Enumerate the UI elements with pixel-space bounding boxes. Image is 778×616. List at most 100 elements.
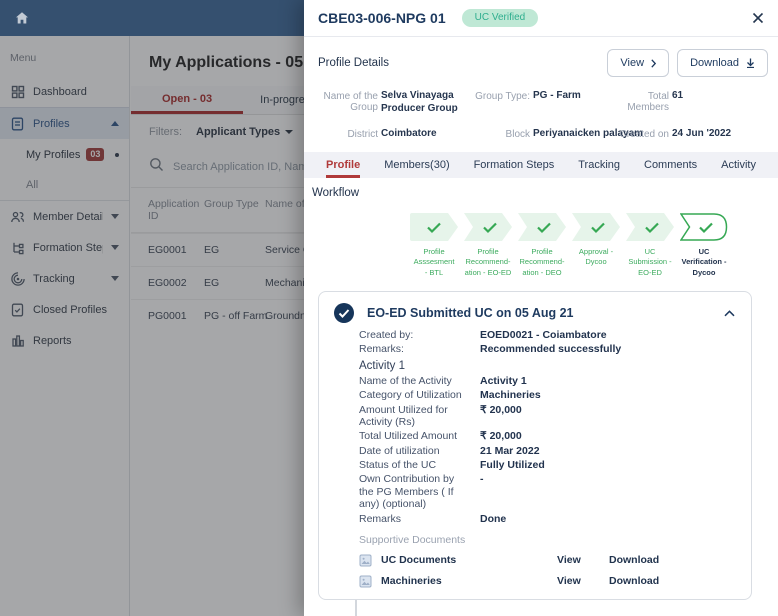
- view-link[interactable]: View: [557, 554, 581, 567]
- total-members-label: Total Members: [627, 91, 669, 113]
- workflow-step-approval-dycoo: Approval - Dycoo: [570, 212, 622, 279]
- sidebar-item-label: Reports: [33, 334, 72, 347]
- modal-dim-overlay: [0, 36, 304, 616]
- download-button-label: Download: [690, 57, 739, 69]
- chevron-up-icon: [111, 121, 119, 126]
- workflow-chevron-current-icon: [680, 212, 728, 241]
- view-link[interactable]: View: [557, 575, 581, 588]
- field-label: Status of the UC: [359, 459, 437, 471]
- sidebar-item-member-details[interactable]: Member Details: [0, 201, 129, 232]
- tab-profile[interactable]: Profile: [326, 152, 361, 178]
- sidebar-item-label: Formation Steps: [33, 241, 103, 254]
- sidebar: Menu Dashboard Profiles My Profiles 03 A…: [0, 36, 130, 616]
- download-link[interactable]: Download: [609, 575, 660, 588]
- sidebar-item-tracking[interactable]: Tracking: [0, 263, 129, 294]
- cell-application-id: EG0002: [148, 277, 187, 289]
- field-label: Created by:: [359, 329, 414, 341]
- cell-group-type: EG: [204, 244, 220, 256]
- tab-tracking[interactable]: Tracking: [578, 158, 621, 171]
- field-value: ₹ 20,000: [480, 430, 522, 443]
- workflow-step-profile-assessment: Profile Asssesment - BTL: [408, 212, 460, 279]
- profile-details-grid: Name of the Group Selva Vinayaga Produce…: [304, 77, 778, 152]
- workflow-chevron-done-icon: [464, 212, 512, 241]
- group-name-value: Selva Vinayaga Producer Group: [381, 90, 458, 114]
- home-icon[interactable]: [12, 8, 32, 28]
- card-body: Created by: EOED0021 - Coiambatore Remark…: [359, 328, 737, 588]
- group-name-label: Name of the Group: [323, 91, 378, 113]
- workflow-chevron-done-icon: [410, 212, 458, 241]
- chevron-right-icon: [651, 58, 657, 68]
- document-icon: [359, 575, 372, 588]
- sidebar-item-closed-profiles[interactable]: Closed Profiles: [0, 294, 129, 325]
- active-dot-icon: [115, 152, 119, 157]
- menu-label: Menu: [10, 52, 37, 64]
- members-icon: [10, 209, 25, 224]
- close-icon[interactable]: [752, 12, 764, 24]
- applicant-types-dropdown[interactable]: Applicant Types: [196, 126, 294, 138]
- cell-application-id: EG0001: [148, 244, 187, 256]
- block-label: Block: [505, 129, 530, 140]
- document-row: UC Documents View Download: [359, 554, 737, 567]
- tab-activity[interactable]: Activity: [721, 158, 756, 171]
- workflow-chevron-done-icon: [518, 212, 566, 241]
- sidebar-item-reports[interactable]: Reports: [0, 325, 129, 356]
- sidebar-item-label: Tracking: [33, 272, 75, 285]
- closed-profiles-icon: [10, 302, 25, 317]
- tracking-icon: [10, 271, 25, 286]
- document-row: Machineries View Download: [359, 575, 737, 588]
- document-name: UC Documents: [381, 554, 457, 567]
- sidebar-item-all[interactable]: All: [0, 170, 129, 201]
- tab-comments[interactable]: Comments: [644, 158, 698, 171]
- cell-group-type: EG: [204, 277, 220, 289]
- card-title: EO-ED Submitted UC on 05 Aug 21: [367, 306, 574, 320]
- field-label: Category of Utilization: [359, 389, 462, 402]
- sidebar-item-my-profiles[interactable]: My Profiles 03: [0, 139, 129, 170]
- field-value: Fully Utilized: [480, 459, 545, 471]
- field-value: Recommended successfully: [480, 343, 622, 356]
- col-application-id: Application ID: [148, 198, 200, 222]
- tab-open[interactable]: Open - 03: [131, 86, 243, 114]
- field-value: ₹ 20,000: [480, 403, 522, 416]
- field-label: Remarks:: [359, 343, 404, 356]
- filters-label: Filters:: [149, 126, 182, 138]
- download-button[interactable]: Download: [677, 49, 768, 77]
- tab-formation-steps[interactable]: Formation Steps: [473, 158, 555, 171]
- tab-members[interactable]: Members(30): [384, 158, 450, 171]
- field-value: Activity 1: [480, 374, 527, 387]
- my-profiles-count-badge: 03: [86, 148, 105, 161]
- chevron-down-icon: [111, 245, 119, 250]
- sidebar-item-label: Member Details: [33, 210, 103, 223]
- created-on-label: Created on: [619, 129, 669, 140]
- field-label: Name of the Activity: [359, 374, 452, 387]
- search-icon: [149, 157, 164, 177]
- document-name: Machineries: [381, 575, 442, 588]
- cell-application-id: PG0001: [148, 310, 187, 322]
- sidebar-item-label: Closed Profiles: [33, 303, 107, 316]
- chevron-down-icon: [111, 276, 119, 281]
- drawer-title: CBE03-006-NPG 01: [318, 10, 446, 26]
- field-value: Machineries: [480, 389, 541, 402]
- view-button[interactable]: View: [607, 49, 670, 77]
- drawer-header: CBE03-006-NPG 01 UC Verified: [304, 0, 778, 37]
- block-value: Periyanaicken palayam: [533, 128, 644, 139]
- sidebar-item-label: My Profiles: [26, 148, 81, 161]
- document-icon: [359, 554, 372, 567]
- page-title: My Applications - 05: [149, 54, 304, 71]
- collapse-caret-icon[interactable]: [722, 308, 737, 319]
- formation-steps-icon: [10, 240, 25, 255]
- profiles-icon: [10, 116, 25, 131]
- dashboard-icon: [10, 84, 25, 99]
- workflow-step-recommendation-deo: Profile Recommend- ation - DEO: [516, 212, 568, 279]
- sidebar-item-dashboard[interactable]: Dashboard: [0, 76, 129, 107]
- total-members-value: 61: [672, 90, 684, 101]
- reports-icon: [10, 333, 25, 348]
- download-link[interactable]: Download: [609, 554, 660, 567]
- sidebar-item-profiles[interactable]: Profiles: [0, 107, 129, 139]
- chevron-down-icon: [111, 214, 119, 219]
- district-label: District: [347, 129, 378, 140]
- workflow-chevron-done-icon: [626, 212, 674, 241]
- sidebar-item-formation-steps[interactable]: Formation Steps: [0, 232, 129, 263]
- field-value: Done: [480, 512, 507, 525]
- applicant-types-label: Applicant Types: [196, 126, 281, 138]
- workflow-step-recommendation-eoed: Profile Recommend- ation - EO-ED: [462, 212, 514, 279]
